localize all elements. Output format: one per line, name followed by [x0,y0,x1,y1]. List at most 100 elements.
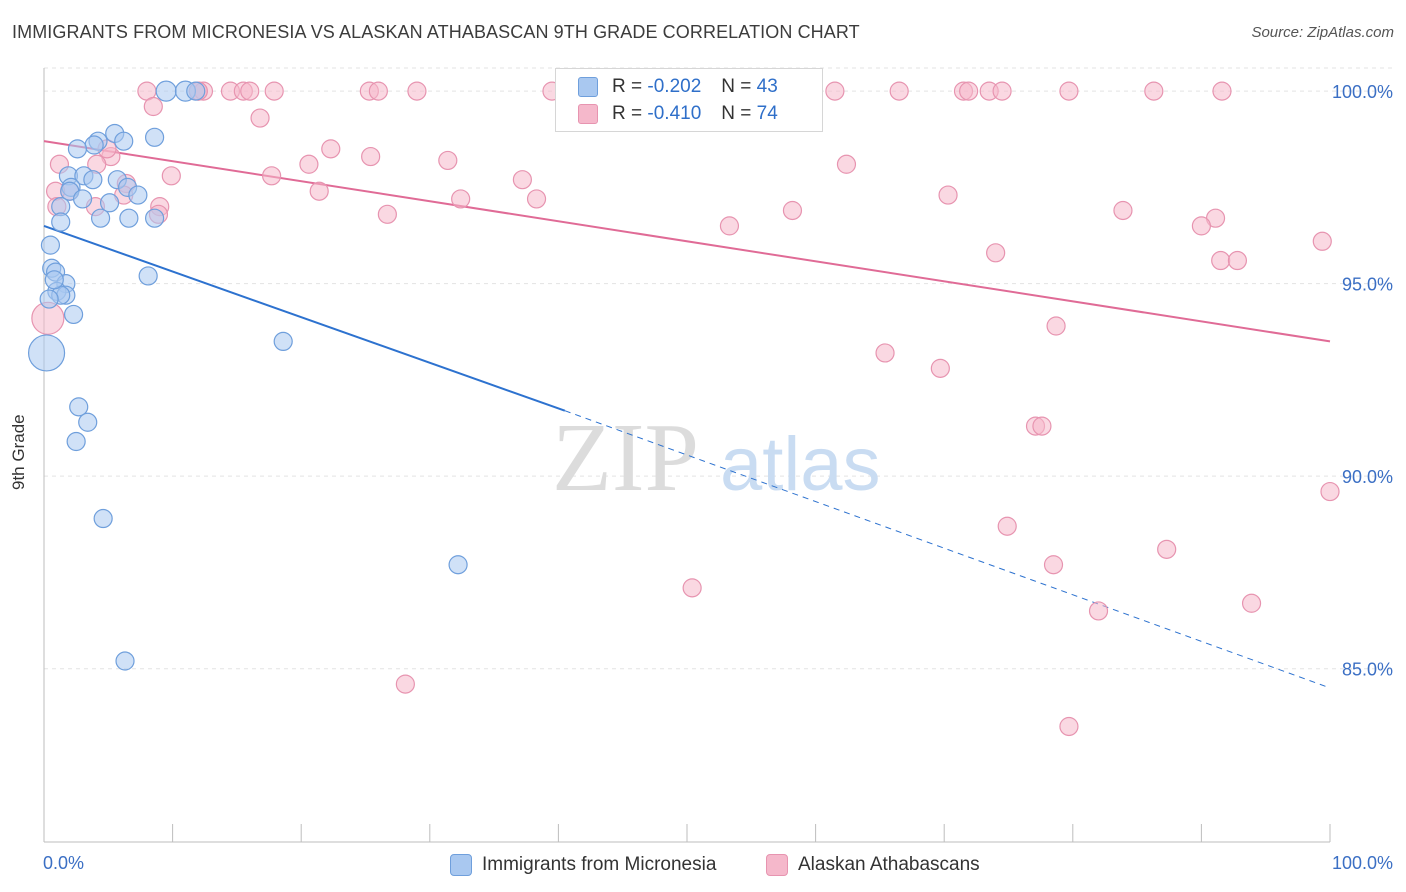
point-athabascan [1211,250,1231,271]
point-micronesia [448,555,468,575]
point-athabascan [1046,316,1066,336]
point-athabascan [1144,81,1164,101]
point-athabascan [1191,216,1212,236]
point-micronesia [186,81,206,101]
point-athabascan [361,146,381,167]
series-legend-micronesia: Immigrants from Micronesia [450,852,716,878]
point-micronesia [144,127,165,147]
legend-n-label: N = [721,103,752,124]
point-micronesia [144,208,165,228]
y-axis-label: 9th Grade [9,414,28,490]
point-micronesia [90,208,111,228]
legend-swatch-pink [578,104,598,124]
point-athabascan [377,204,397,224]
point-micronesia [128,185,148,205]
point-athabascan [321,139,341,159]
series-name-athabascan: Alaskan Athabascans [798,854,980,875]
legend-r-label: R = [612,103,643,124]
point-micronesia [67,139,88,159]
point-athabascan [240,81,260,101]
point-athabascan [395,674,415,694]
point-micronesia [119,208,139,228]
point-athabascan [836,154,857,174]
series-swatch-blue [450,854,472,876]
point-micronesia [114,131,134,151]
watermark-zip: ZIP [552,404,699,512]
point-athabascan [959,81,979,101]
legend-swatch-blue [578,77,598,97]
point-athabascan [1320,481,1340,502]
series-swatch-pink [766,854,788,876]
point-athabascan [526,189,547,209]
legend-r-value: -0.410 [647,103,702,124]
data-points [27,80,1340,737]
trend-lines [43,140,1331,689]
point-athabascan [451,189,471,209]
point-athabascan [1059,716,1079,737]
point-athabascan [368,81,388,101]
point-athabascan [1088,601,1109,621]
point-micronesia [78,412,98,432]
point-athabascan [719,216,740,236]
point-micronesia [93,508,113,529]
point-athabascan [1113,200,1133,221]
point-micronesia [99,193,120,213]
point-athabascan [938,185,958,205]
legend-row-athabascan: R = -0.410 N = 74 [578,101,778,127]
point-micronesia [66,431,86,452]
legend-r-value: -0.202 [647,76,702,97]
point-micronesia [69,397,89,417]
point-micronesia [138,266,158,286]
point-athabascan [250,108,270,128]
point-athabascan [875,343,895,363]
axes [43,68,1331,843]
source-label: Source: ZipAtlas.com [1251,24,1394,41]
y-tick-label: 95.0% [1342,275,1393,295]
point-athabascan [1059,81,1079,101]
watermark: ZIP atlas [552,404,881,512]
point-athabascan [1032,416,1052,436]
point-micronesia [39,289,59,309]
grid-lines [44,67,1395,670]
point-athabascan [407,81,427,101]
point-athabascan [264,81,284,101]
y-tick-label: 100.0% [1332,82,1393,102]
legend-row-micronesia: R = -0.202 N = 43 [578,74,778,100]
point-athabascan [825,81,845,101]
x-tick-label-start: 0.0% [43,853,84,873]
point-athabascan [930,358,950,378]
point-athabascan [309,181,329,201]
point-micronesia [84,135,104,155]
point-athabascan [1241,593,1262,613]
point-athabascan [161,166,181,186]
trend-line-athabascan [43,140,1331,343]
legend-r-label: R = [612,76,643,97]
point-athabascan [299,154,319,174]
series-legend-athabascan: Alaskan Athabascans [766,852,980,878]
point-athabascan [1312,231,1332,251]
point-athabascan [1212,81,1232,101]
point-athabascan [1157,539,1177,559]
point-micronesia [63,304,84,325]
x-tick-labels: 0.0% 100.0% [43,853,1393,873]
point-athabascan [1227,250,1248,271]
point-micronesia [273,331,293,352]
point-micronesia [40,235,61,255]
point-athabascan [997,516,1017,536]
y-tick-label: 85.0% [1342,660,1393,680]
x-tick-label-end: 100.0% [1332,853,1393,873]
point-micronesia [155,80,177,102]
legend-n-value: 43 [756,76,778,97]
stats-legend: R = -0.202 N = 43 R = -0.410 N = 74 [555,68,823,132]
watermark-atlas: atlas [720,422,881,507]
point-athabascan [262,166,282,186]
point-athabascan [512,170,532,190]
trend-line-micronesia [43,224,566,412]
chart-title: IMMIGRANTS FROM MICRONESIA VS ALASKAN AT… [12,22,860,42]
point-micronesia [115,651,135,671]
point-micronesia [44,270,64,290]
series-name-micronesia: Immigrants from Micronesia [482,854,717,875]
point-micronesia [27,334,66,372]
legend-n-label: N = [721,76,752,97]
